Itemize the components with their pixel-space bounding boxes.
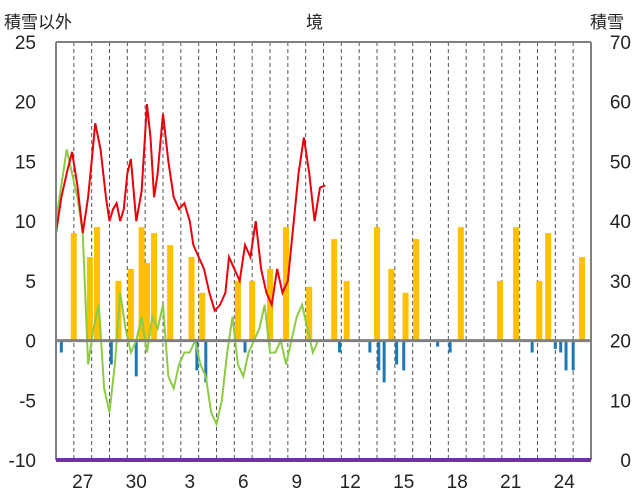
right-tick-label: 40 bbox=[610, 212, 631, 233]
left-tick-label: -5 bbox=[19, 391, 36, 412]
precipitation-bar bbox=[571, 340, 575, 371]
left-tick-label: -10 bbox=[9, 451, 36, 472]
left-tick-labels: 25 20 15 10 5 0 -5 -10 bbox=[9, 33, 36, 472]
right-tick-label: 60 bbox=[610, 93, 631, 114]
x-tick-label: 21 bbox=[500, 472, 521, 493]
sunshine-bar bbox=[234, 280, 241, 341]
left-tick-label: 0 bbox=[25, 332, 36, 353]
precipitation-bar bbox=[436, 340, 440, 347]
precipitation-bar bbox=[59, 340, 63, 353]
sunshine-bar bbox=[579, 256, 586, 341]
sunshine-bar bbox=[306, 286, 313, 341]
sunshine-bar bbox=[94, 227, 101, 341]
left-tick-label: 25 bbox=[15, 33, 36, 54]
precipitation-bar bbox=[243, 340, 247, 353]
x-tick-label: 27 bbox=[72, 472, 93, 493]
sunshine-bar bbox=[199, 292, 206, 341]
right-axis-label: 積雪 bbox=[590, 13, 624, 33]
precipitation-bar bbox=[448, 340, 452, 353]
right-tick-label: 10 bbox=[610, 391, 631, 412]
sunshine-bar bbox=[267, 268, 273, 341]
sunshine-bar bbox=[457, 227, 464, 341]
sunshine-bar bbox=[413, 239, 420, 341]
temperature-line bbox=[55, 103, 326, 313]
right-tick-label: 30 bbox=[610, 272, 631, 293]
snow-depth-line bbox=[55, 149, 324, 428]
precipitation-bar bbox=[338, 340, 342, 353]
sunshine-bars bbox=[70, 227, 586, 341]
precipitation-bars bbox=[59, 340, 575, 383]
x-tick-label: 12 bbox=[340, 472, 361, 493]
snow-depth-line-group bbox=[55, 149, 324, 428]
precipitation-bar bbox=[204, 340, 208, 383]
right-tick-label: 50 bbox=[610, 152, 631, 173]
chart-title: 境 bbox=[306, 13, 323, 33]
x-tick-label: 15 bbox=[393, 472, 414, 493]
left-axis-label: 積雪以外 bbox=[4, 13, 72, 33]
x-tick-label: 24 bbox=[554, 472, 576, 493]
sunshine-bar bbox=[497, 280, 504, 341]
x-tick-label: 9 bbox=[291, 472, 302, 493]
precipitation-bar bbox=[368, 340, 372, 353]
grid-lines bbox=[73, 42, 574, 460]
precipitation-bar bbox=[553, 340, 557, 349]
precipitation-bar bbox=[134, 340, 138, 377]
sunshine-bar bbox=[188, 256, 195, 341]
left-tick-label: 10 bbox=[15, 212, 36, 233]
sunshine-bar bbox=[249, 280, 256, 341]
sunshine-bar bbox=[86, 256, 93, 341]
precipitation-bar bbox=[109, 340, 113, 365]
right-tick-labels: 70 60 50 40 30 20 10 0 bbox=[610, 33, 631, 472]
right-tick-label: 70 bbox=[610, 33, 631, 54]
temperature-line-group bbox=[55, 103, 326, 313]
right-tick-label: 0 bbox=[620, 451, 631, 472]
precipitation-bar bbox=[377, 340, 381, 371]
precipitation-bar bbox=[402, 340, 406, 371]
sunshine-bar bbox=[374, 227, 380, 341]
sunshine-bar bbox=[343, 280, 350, 341]
precipitation-bar bbox=[559, 340, 563, 353]
sunshine-bar bbox=[167, 245, 174, 341]
precipitation-bar bbox=[564, 340, 568, 371]
sunshine-bar bbox=[70, 233, 77, 341]
sunshine-bar bbox=[388, 268, 395, 341]
precipitation-bar bbox=[395, 340, 399, 365]
sunshine-bar bbox=[127, 268, 134, 341]
sunshine-bar bbox=[138, 227, 145, 341]
x-tick-label: 6 bbox=[238, 472, 249, 493]
sunshine-bar bbox=[402, 292, 409, 341]
sunshine-bar bbox=[536, 280, 543, 341]
sunshine-bar bbox=[143, 262, 150, 341]
x-tick-label: 30 bbox=[126, 472, 147, 493]
precipitation-bar bbox=[195, 340, 199, 371]
x-tick-label: 18 bbox=[447, 472, 468, 493]
left-tick-label: 5 bbox=[25, 272, 36, 293]
sunshine-bar bbox=[545, 233, 552, 341]
left-tick-label: 20 bbox=[15, 93, 36, 114]
left-tick-label: 15 bbox=[15, 152, 36, 173]
right-tick-label: 20 bbox=[610, 332, 631, 353]
sunshine-bar bbox=[331, 239, 338, 341]
precipitation-bar bbox=[382, 340, 386, 383]
x-tick-labels: 27 30 3 6 9 12 15 18 21 24 bbox=[72, 472, 575, 493]
precipitation-bar bbox=[530, 340, 534, 353]
axes bbox=[55, 41, 592, 462]
sunshine-bar bbox=[513, 227, 520, 341]
x-tick-label: 3 bbox=[184, 472, 195, 493]
sunshine-bar bbox=[151, 233, 158, 341]
